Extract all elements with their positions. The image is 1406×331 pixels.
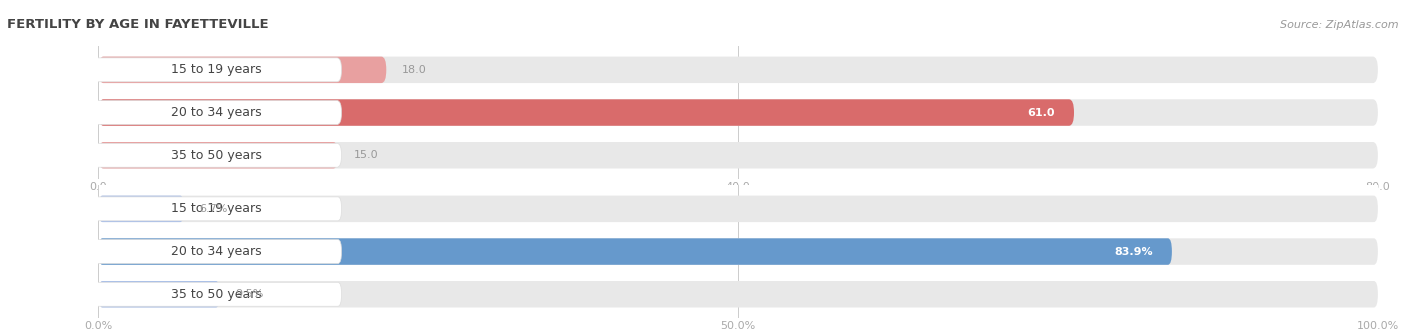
FancyBboxPatch shape — [98, 99, 1074, 126]
Text: 6.7%: 6.7% — [200, 204, 228, 214]
Text: 83.9%: 83.9% — [1114, 247, 1153, 257]
Text: Source: ZipAtlas.com: Source: ZipAtlas.com — [1281, 20, 1399, 30]
Text: 20 to 34 years: 20 to 34 years — [172, 106, 262, 119]
FancyBboxPatch shape — [98, 281, 219, 307]
FancyBboxPatch shape — [98, 142, 1378, 168]
FancyBboxPatch shape — [98, 99, 1378, 126]
FancyBboxPatch shape — [91, 58, 342, 82]
FancyBboxPatch shape — [98, 196, 184, 222]
FancyBboxPatch shape — [91, 282, 342, 306]
FancyBboxPatch shape — [91, 197, 342, 221]
Text: 15.0: 15.0 — [354, 150, 378, 160]
Text: 18.0: 18.0 — [402, 65, 426, 75]
FancyBboxPatch shape — [98, 57, 1378, 83]
FancyBboxPatch shape — [91, 240, 342, 263]
FancyBboxPatch shape — [98, 238, 1171, 265]
Text: 15 to 19 years: 15 to 19 years — [172, 202, 262, 215]
Text: 15 to 19 years: 15 to 19 years — [172, 63, 262, 76]
FancyBboxPatch shape — [98, 142, 339, 168]
Text: 35 to 50 years: 35 to 50 years — [172, 149, 262, 162]
FancyBboxPatch shape — [91, 143, 342, 167]
Text: 9.5%: 9.5% — [235, 289, 264, 299]
Text: 20 to 34 years: 20 to 34 years — [172, 245, 262, 258]
FancyBboxPatch shape — [98, 281, 1378, 307]
Text: 35 to 50 years: 35 to 50 years — [172, 288, 262, 301]
FancyBboxPatch shape — [91, 101, 342, 124]
FancyBboxPatch shape — [98, 238, 1378, 265]
FancyBboxPatch shape — [98, 57, 387, 83]
Text: FERTILITY BY AGE IN FAYETTEVILLE: FERTILITY BY AGE IN FAYETTEVILLE — [7, 18, 269, 31]
FancyBboxPatch shape — [98, 196, 1378, 222]
Text: 61.0: 61.0 — [1028, 108, 1054, 118]
